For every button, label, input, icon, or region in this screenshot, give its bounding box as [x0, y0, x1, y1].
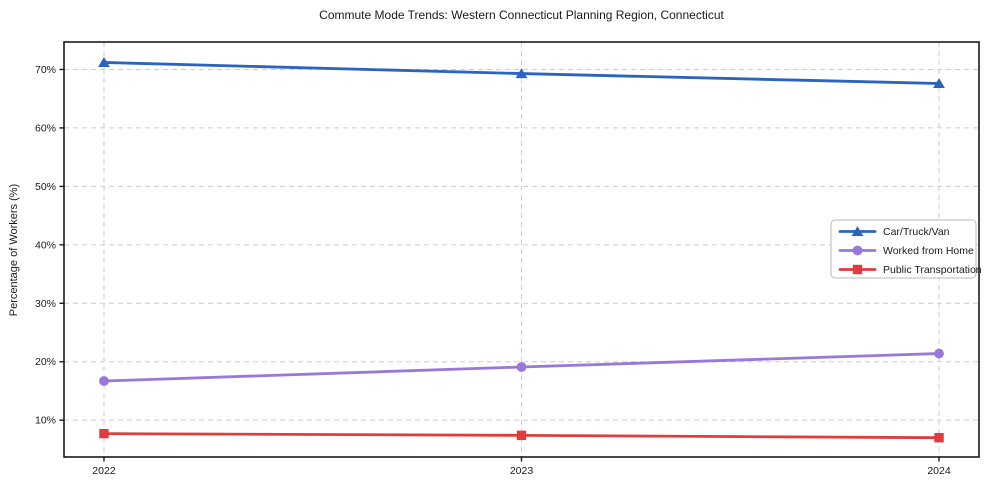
square-marker	[516, 430, 527, 441]
x-tick-label: 2023	[510, 465, 534, 477]
legend-item: Car/Truck/Van	[838, 226, 950, 238]
legend-label: Public Transportation	[883, 264, 982, 276]
y-tick-label: 10%	[35, 415, 56, 427]
x-tick-label: 2022	[92, 465, 116, 477]
triangle-marker	[933, 78, 945, 88]
legend-box	[830, 219, 977, 279]
y-tick-label: 40%	[35, 239, 56, 251]
y-tick-label: 50%	[35, 181, 56, 193]
triangle-marker	[515, 68, 528, 79]
circle-marker	[516, 362, 527, 372]
legend-item: Public Transportation	[838, 264, 982, 276]
legend-item: Worked from Home	[838, 245, 974, 257]
circle-marker	[99, 376, 109, 386]
chart-title: Commute Mode Trends: Western Connecticut…	[319, 8, 724, 22]
legend-label: Car/Truck/Van	[883, 226, 950, 238]
y-tick-label: 20%	[35, 356, 56, 368]
x-tick-label: 2024	[927, 465, 951, 477]
circle-marker	[934, 348, 944, 359]
triangle-marker	[851, 226, 864, 236]
square-marker	[934, 433, 944, 443]
square-marker	[852, 264, 863, 275]
triangle-marker	[98, 57, 110, 67]
square-marker	[99, 428, 109, 439]
y-tick-label: 70%	[35, 64, 56, 76]
circle-marker	[852, 245, 863, 256]
legend: Car/Truck/Van Worked from Home Public Tran…	[830, 219, 982, 279]
y-tick-label: 30%	[35, 298, 56, 310]
y-axis-label: Percentage of Workers (%)	[8, 183, 20, 317]
legend-label: Worked from Home	[883, 245, 974, 257]
y-tick-label: 60%	[35, 122, 56, 134]
